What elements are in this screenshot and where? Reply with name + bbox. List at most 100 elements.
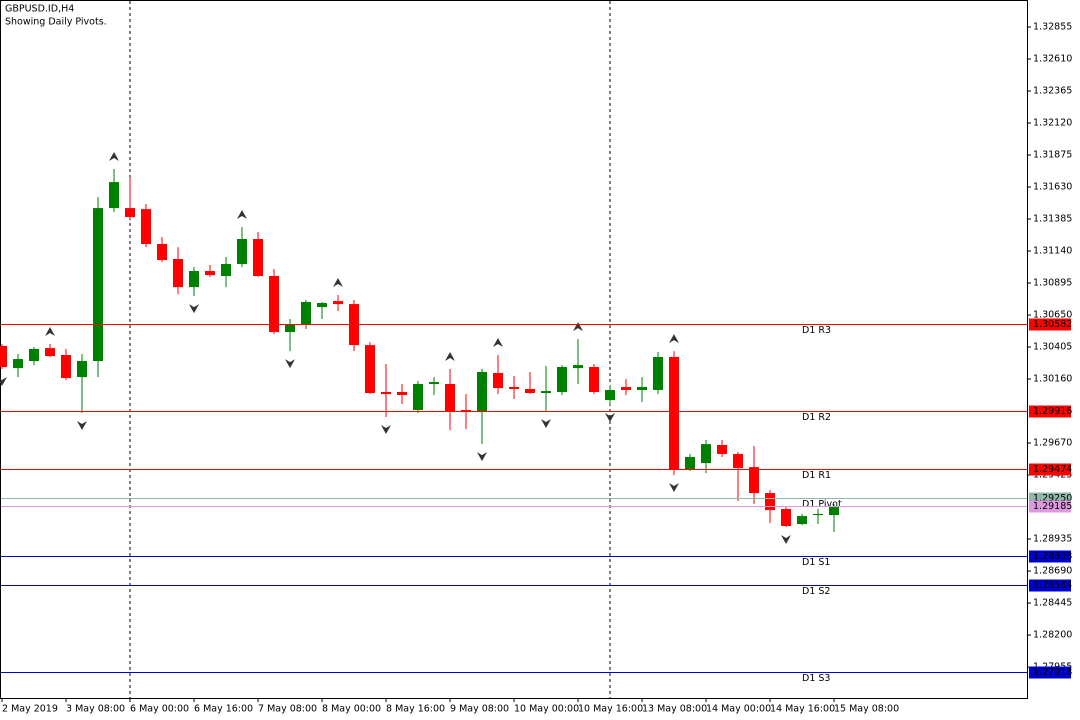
candle-body <box>221 263 231 276</box>
price-box <box>1029 550 1071 563</box>
y-tick-label: 1.30405 <box>1033 342 1072 353</box>
candle-body <box>77 361 87 378</box>
y-tick-label: 1.32120 <box>1033 118 1072 129</box>
candle-body <box>605 390 615 401</box>
candle-body <box>557 367 567 392</box>
candle-body <box>45 348 55 357</box>
x-tick-label: 10 May 00:00 <box>514 704 579 715</box>
candle-body <box>13 359 23 369</box>
candle-body <box>413 384 423 410</box>
candle-body <box>141 209 151 244</box>
y-tick-label: 1.31385 <box>1033 214 1072 225</box>
x-tick-label: 8 May 00:00 <box>322 704 381 715</box>
candle-body <box>541 391 551 394</box>
candle-body <box>397 391 407 395</box>
fractal-up <box>669 334 679 344</box>
candle-body <box>301 301 311 325</box>
y-tick-label: 1.28935 <box>1033 534 1072 545</box>
candle-body <box>813 513 823 516</box>
candle-body <box>317 303 327 308</box>
x-tick-label: 10 May 16:00 <box>578 704 643 715</box>
y-tick-label: 1.32855 <box>1033 22 1072 33</box>
price-label: 1.29250 <box>1033 493 1072 504</box>
pivot-name: D1 R1 <box>802 470 831 481</box>
chart-title: GBPUSD.ID,H4 <box>5 4 74 15</box>
price-label: 1.29474 <box>1033 464 1072 475</box>
price-label: 1.29185 <box>1033 501 1072 512</box>
x-tick-label: 15 May 08:00 <box>834 704 899 715</box>
x-tick-label: 6 May 00:00 <box>130 704 189 715</box>
candle-body <box>205 271 215 276</box>
candle-body <box>509 387 519 389</box>
pivot-name: D1 R2 <box>802 412 831 423</box>
fractal-up <box>333 278 343 288</box>
fractal-up <box>45 327 55 337</box>
fractal-down <box>669 483 679 493</box>
candle-body <box>157 243 167 261</box>
fractal-up <box>493 338 503 348</box>
price-box <box>1029 579 1071 592</box>
fractal-down <box>381 425 391 435</box>
x-tick-label: 14 May 00:00 <box>706 704 771 715</box>
fractal-down <box>605 413 615 423</box>
fractal-down <box>477 452 487 462</box>
price-label: 1.28584 <box>1033 580 1072 591</box>
candle-body <box>717 445 727 455</box>
price-label: 1.28808 <box>1033 551 1072 562</box>
y-tick-label: 1.28690 <box>1033 566 1072 577</box>
candle-body <box>781 509 791 526</box>
candle-body <box>573 365 583 369</box>
candle-body <box>253 239 263 276</box>
candle-body <box>333 301 343 305</box>
price-box <box>1029 463 1071 476</box>
candle-body <box>237 239 247 264</box>
price-label: 1.30582 <box>1033 319 1072 330</box>
candle-body <box>61 355 71 378</box>
candle-body <box>477 371 487 413</box>
x-tick-label: 8 May 16:00 <box>386 704 445 715</box>
fractal-up <box>573 322 583 332</box>
candle-body <box>189 271 199 288</box>
fractal-up <box>237 210 247 220</box>
candle-body <box>285 324 295 333</box>
candle-body <box>173 259 183 288</box>
pivot-name: D1 S1 <box>802 557 830 568</box>
candle-body <box>829 507 839 516</box>
candle-body <box>29 349 39 362</box>
candle-body <box>525 388 535 394</box>
candle-body <box>445 384 455 412</box>
y-tick-label: 1.32610 <box>1033 54 1072 65</box>
x-tick-label: 3 May 08:00 <box>66 704 125 715</box>
price-box <box>1029 500 1071 513</box>
candle-body <box>621 387 631 391</box>
price-label: 1.27918 <box>1033 667 1072 678</box>
candle-body <box>589 367 599 392</box>
x-tick-label: 9 May 08:00 <box>450 704 509 715</box>
y-tick-label: 1.28445 <box>1033 598 1072 609</box>
pivot-name: D1 S3 <box>802 673 830 684</box>
candle-body <box>765 493 775 511</box>
fractal-down <box>541 419 551 429</box>
fractal-down <box>0 376 7 386</box>
price-label: 1.29916 <box>1033 406 1072 417</box>
candle-body <box>109 182 119 209</box>
x-tick-label: 13 May 08:00 <box>642 704 707 715</box>
candle-body <box>797 516 807 525</box>
candle-body <box>637 387 647 391</box>
y-tick-label: 1.31875 <box>1033 150 1072 161</box>
pivot-name: D1 R3 <box>802 325 831 336</box>
x-tick-label: 7 May 08:00 <box>258 704 317 715</box>
y-tick-label: 1.32365 <box>1033 86 1072 97</box>
price-box <box>1029 666 1071 679</box>
fractal-up <box>445 351 455 361</box>
pivot-name: D1 S2 <box>802 586 830 597</box>
candle-body <box>269 275 279 333</box>
candle-body <box>93 208 103 362</box>
fractal-down <box>189 304 199 314</box>
candle-body <box>429 382 439 385</box>
y-tick-label: 1.31140 <box>1033 246 1072 257</box>
candle-body <box>749 467 759 494</box>
candle-body <box>365 345 375 394</box>
